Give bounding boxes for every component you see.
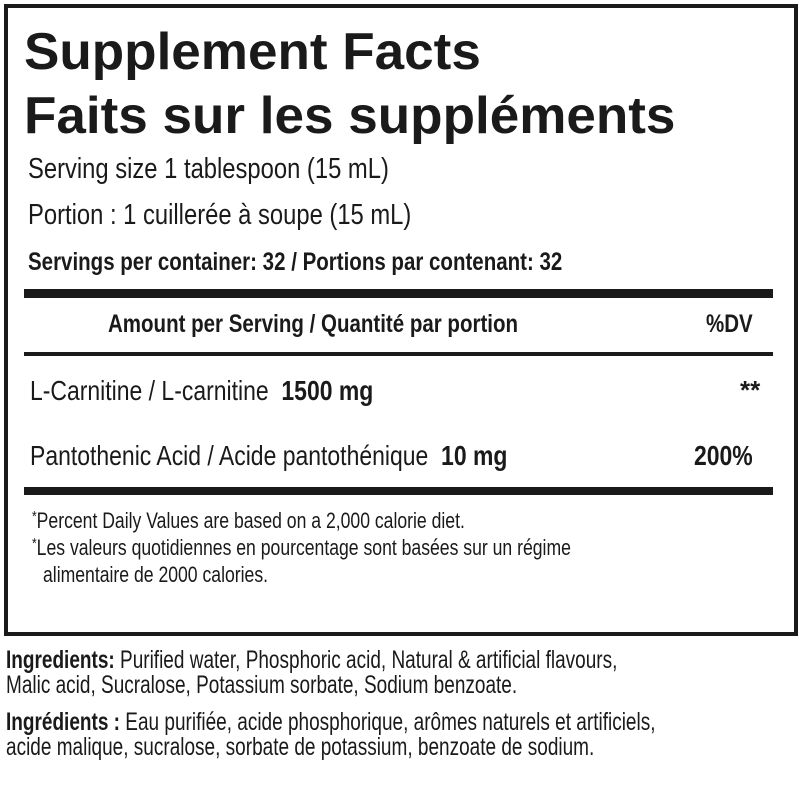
servings-per-container: Servings per container: 32 / Portions pa…: [28, 248, 563, 276]
nutrient-dv: 200%: [694, 440, 753, 471]
header-amount: Amount per Serving / Quantité par portio…: [108, 310, 519, 338]
nutrient-name: Pantothenic Acid / Acide pantothénique: [30, 440, 429, 471]
serving-size-en: Serving size 1 tablespoon (15 mL): [28, 153, 389, 185]
ingredients-en: Ingredients: Purified water, Phosphoric …: [6, 646, 618, 699]
footnote-en: *Percent Daily Values are based on a 2,0…: [32, 508, 465, 533]
nutrient-row-pantothenic-acid: Pantothenic Acid / Acide pantothénique 1…: [30, 440, 612, 472]
ingredients-fr: Ingrédients : Eau purifiée, acide phosph…: [6, 708, 656, 761]
nutrient-row-l-carnitine: L-Carnitine / L-carnitine 1500 mg: [30, 375, 449, 407]
supplement-facts-panel: [4, 4, 798, 636]
nutrient-name: L-Carnitine / L-carnitine: [30, 375, 269, 406]
title-en: Supplement Facts: [24, 23, 481, 81]
footnote-fr: *Les valeurs quotidiennes en pourcentage…: [32, 535, 571, 560]
serving-size-fr: Portion : 1 cuillerée à soupe (15 mL): [28, 199, 412, 231]
nutrient-dv: **: [740, 375, 761, 405]
nutrient-amount: 1500 mg: [281, 375, 374, 406]
nutrient-amount: 10 mg: [441, 440, 508, 471]
title-fr: Faits sur les suppléments: [24, 87, 676, 145]
header-dv: %DV: [706, 310, 753, 338]
thick-divider: [24, 289, 773, 298]
footnote-fr-continued: alimentaire de 2000 calories.: [43, 562, 269, 587]
divider: [24, 352, 773, 356]
thick-divider: [24, 487, 773, 495]
